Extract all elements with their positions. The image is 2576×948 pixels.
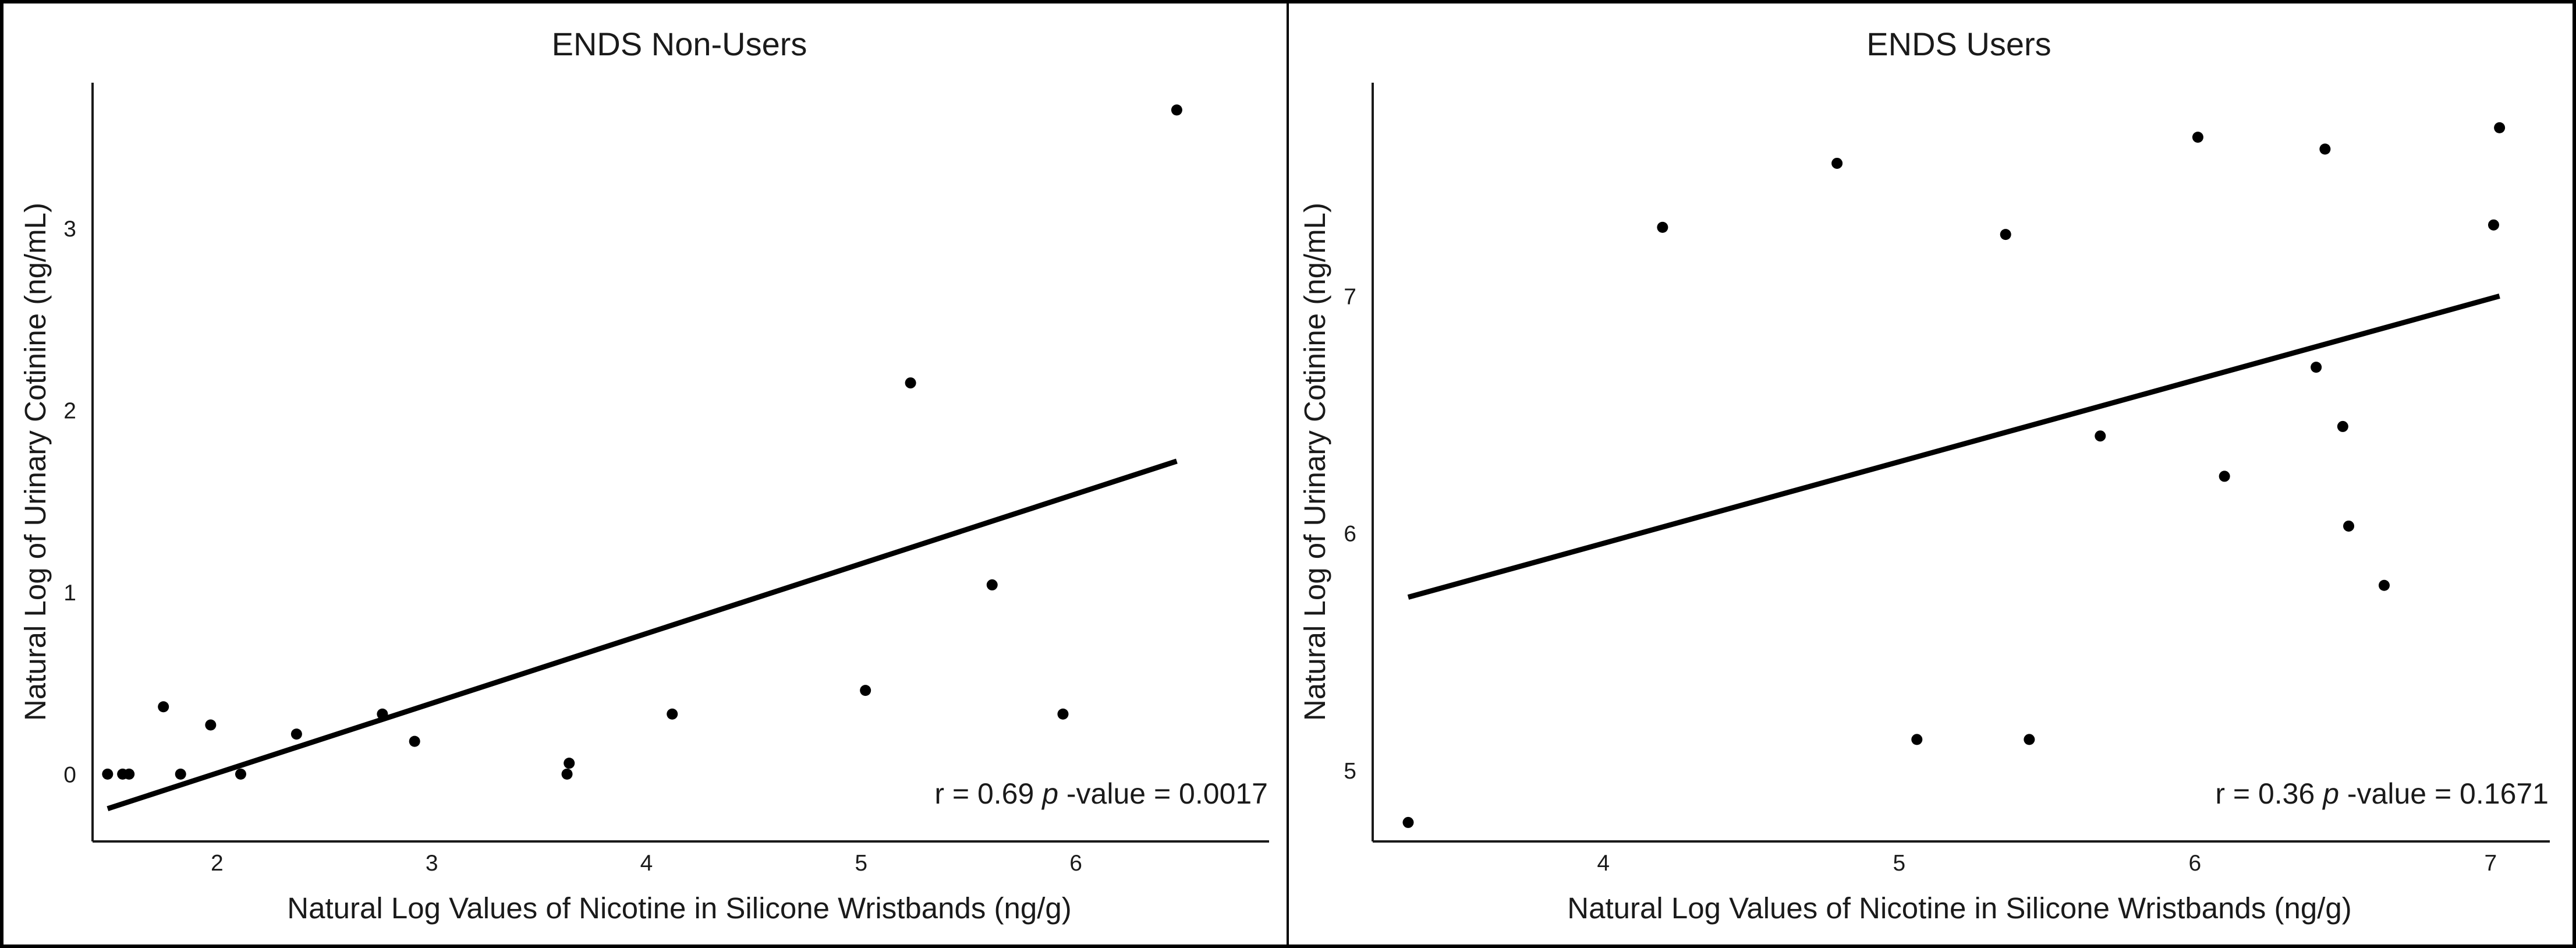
data-point xyxy=(2337,420,2348,432)
data-point xyxy=(1831,157,1843,169)
data-point xyxy=(2343,520,2355,532)
data-point xyxy=(2488,219,2499,231)
panel-ends-non-users: ENDS Non-Users Natural Log of Urinary Co… xyxy=(19,26,1269,925)
x-tick-label: 6 xyxy=(2189,851,2202,876)
x-tick-labels: 4 5 6 7 xyxy=(1597,851,2497,876)
y-tick-label: 1 xyxy=(63,581,76,606)
data-point xyxy=(667,708,678,720)
y-tick-labels: 0 1 2 3 xyxy=(63,217,76,787)
correlation-annotation: r = 0.36 p -value = 0.1671 xyxy=(2215,777,2549,810)
data-point xyxy=(377,708,388,720)
data-point xyxy=(986,579,998,590)
data-point xyxy=(2378,579,2390,591)
x-tick-label: 3 xyxy=(426,851,438,876)
y-tick-label: 5 xyxy=(1344,759,1356,784)
data-point xyxy=(290,728,302,740)
x-tick-label: 5 xyxy=(855,851,867,876)
correlation-annotation: r = 0.69 p -value = 0.0017 xyxy=(934,777,1268,810)
data-points xyxy=(1402,122,2506,828)
data-point xyxy=(1171,104,1182,116)
x-tick-label: 5 xyxy=(1893,851,1905,876)
x-axis-label: Natural Log Values of Nicotine in Silico… xyxy=(1567,892,2351,925)
p-italic: p xyxy=(1041,777,1058,810)
correlation-prefix: r = 0.36 xyxy=(2215,777,2323,810)
data-point xyxy=(2311,362,2322,373)
data-point xyxy=(102,768,114,780)
y-axis-label: Natural Log of Urinary Cotinine (ng/mL) xyxy=(19,203,52,721)
data-point xyxy=(2192,132,2203,143)
x-tick-label: 6 xyxy=(1069,851,1082,876)
data-point xyxy=(2319,143,2331,155)
data-point xyxy=(235,768,246,780)
x-tick-label: 7 xyxy=(2485,851,2497,876)
data-point xyxy=(175,768,186,780)
chart-title: ENDS Non-Users xyxy=(552,26,807,62)
data-point xyxy=(409,735,420,747)
panel-ends-users: ENDS Users Natural Log of Urinary Cotini… xyxy=(1298,26,2550,925)
data-point xyxy=(205,719,217,731)
x-tick-label: 4 xyxy=(1597,851,1610,876)
correlation-suffix: -value = 0.1671 xyxy=(2339,777,2549,810)
y-tick-labels: 5 6 7 xyxy=(1344,284,1356,783)
trend-line xyxy=(107,458,1178,812)
data-point xyxy=(2000,229,2011,240)
p-italic: p xyxy=(2322,777,2339,810)
correlation-suffix: -value = 0.0017 xyxy=(1058,777,1268,810)
trend-line xyxy=(1407,293,2500,600)
data-point xyxy=(123,768,135,780)
y-tick-label: 2 xyxy=(63,398,76,423)
data-point xyxy=(1911,734,1923,745)
y-tick-label: 3 xyxy=(63,217,76,242)
data-point xyxy=(2494,122,2506,133)
y-tick-label: 0 xyxy=(63,762,76,787)
data-point xyxy=(158,701,169,713)
data-point xyxy=(905,377,916,389)
x-axis-label: Natural Log Values of Nicotine in Silico… xyxy=(287,892,1071,925)
x-tick-labels: 2 3 4 5 6 xyxy=(211,851,1082,876)
data-point xyxy=(1657,221,1668,233)
data-point xyxy=(2095,430,2106,442)
data-point xyxy=(564,758,575,769)
data-point xyxy=(2024,734,2035,745)
data-point xyxy=(2219,471,2230,482)
x-tick-label: 2 xyxy=(211,851,224,876)
data-points xyxy=(102,104,1182,780)
data-point xyxy=(1402,816,1414,828)
y-tick-label: 6 xyxy=(1344,522,1356,547)
data-point xyxy=(1057,708,1069,720)
chart-title: ENDS Users xyxy=(1866,26,2051,62)
data-point xyxy=(561,768,573,780)
x-tick-label: 4 xyxy=(640,851,653,876)
y-axis-label: Natural Log of Urinary Cotinine (ng/mL) xyxy=(1298,203,1331,721)
correlation-prefix: r = 0.69 xyxy=(934,777,1042,810)
y-tick-label: 7 xyxy=(1344,284,1356,309)
data-point xyxy=(860,685,871,696)
